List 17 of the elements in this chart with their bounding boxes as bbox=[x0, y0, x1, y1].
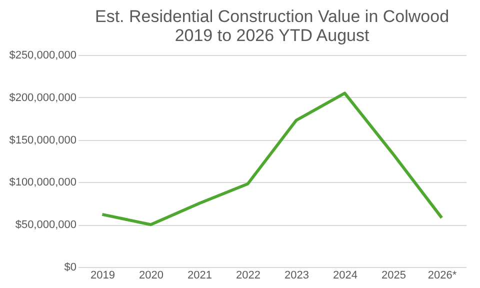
y-tick-label: $100,000,000 bbox=[9, 176, 76, 189]
x-tick-label: 2025 bbox=[382, 270, 406, 282]
x-tick-label: 2026* bbox=[428, 270, 458, 282]
x-tick-label: 2019 bbox=[90, 270, 115, 282]
x-tick-label: 2023 bbox=[284, 270, 309, 282]
x-tick-label: 2024 bbox=[333, 270, 358, 282]
y-tick-label: $50,000,000 bbox=[15, 219, 76, 232]
line-series bbox=[100, 92, 444, 226]
y-tick-label: $0 bbox=[64, 262, 76, 274]
x-tick-label: 2021 bbox=[188, 270, 212, 282]
y-tick-label: $250,000,000 bbox=[9, 50, 76, 62]
text: 2019 to 2026 YTD August bbox=[174, 26, 370, 45]
x-tick-label: 2022 bbox=[236, 270, 260, 282]
y-tick-label: $150,000,000 bbox=[9, 134, 76, 146]
y-tick-label: $200,000,000 bbox=[9, 92, 76, 104]
text: Est. Residential Construction Value in Colwood bbox=[94, 7, 450, 26]
x-tick-label: 2020 bbox=[139, 270, 164, 282]
